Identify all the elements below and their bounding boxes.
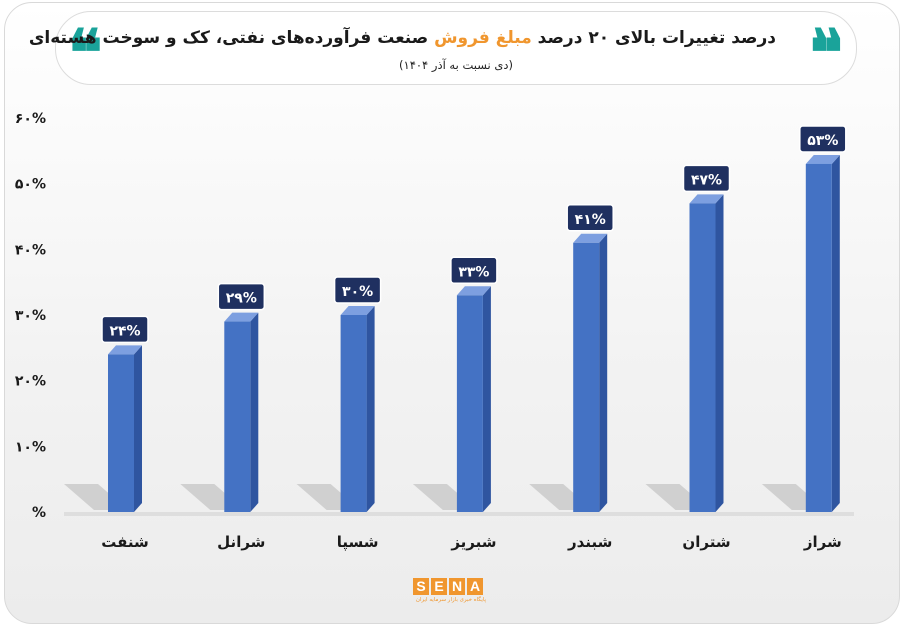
bar-top — [108, 345, 142, 355]
title-part-1: درصد تغییرات بالای ۲۰ درصد — [531, 28, 776, 48]
chart-frame: ❝ ❝ درصد تغییرات بالای ۲۰ درصد مبلغ فروش… — [4, 2, 900, 624]
category-label: شراز — [803, 533, 842, 551]
data-label-box — [682, 164, 731, 193]
bar — [108, 354, 134, 512]
y-tick-label: ۱۰% — [15, 439, 46, 455]
data-label-box — [450, 256, 498, 285]
category-label: شتران — [682, 533, 730, 551]
data-label: ۲۹% — [226, 291, 257, 307]
y-tick-label: ۳۰% — [15, 308, 46, 324]
bar — [224, 321, 251, 512]
category-label: شنفت — [101, 533, 149, 551]
bar-top — [805, 154, 840, 164]
data-label: ۲۴% — [109, 323, 140, 339]
sena-logo: S E N A پایگاه خبری بازار سرمایه ایران — [413, 578, 489, 610]
bar — [340, 315, 367, 512]
category-label: شبریز — [450, 533, 496, 551]
category-label: شبندر — [567, 533, 612, 551]
logo-tagline: پایگاه خبری بازار سرمایه ایران — [415, 597, 487, 603]
category-label: شرانل — [217, 533, 265, 551]
data-label-box — [566, 204, 614, 232]
data-label-box — [333, 276, 382, 304]
data-label: ۴۱% — [575, 212, 606, 228]
logo-letter: S — [413, 578, 429, 595]
bar-side — [134, 345, 142, 512]
chart-subtitle: (دی نسبت به آذر ۱۴۰۴) — [399, 58, 513, 72]
bar-top — [224, 312, 259, 322]
bar-top — [340, 306, 375, 315]
bar-side — [482, 286, 491, 512]
data-label: ۵۳% — [807, 133, 838, 149]
chart-floor — [64, 512, 854, 516]
y-tick-label: ۴۰% — [15, 242, 46, 258]
data-label: ۳۳% — [458, 264, 489, 280]
chart-title: درصد تغییرات بالای ۲۰ درصد مبلغ فروش صنع… — [29, 28, 776, 48]
bar — [456, 295, 483, 512]
y-tick-label: ۵۰% — [15, 177, 46, 193]
bar-side — [715, 194, 724, 512]
data-label: ۳۰% — [342, 284, 373, 300]
data-label: ۴۷% — [691, 172, 722, 188]
title-banner: ❝ ❝ درصد تغییرات بالای ۲۰ درصد مبلغ فروش… — [29, 11, 857, 91]
bar-side — [366, 306, 375, 512]
logo-letter: N — [449, 578, 465, 595]
open-quote-icon: ❝ — [68, 16, 103, 91]
category-label: شسپا — [337, 533, 379, 552]
y-tick-label: % — [32, 505, 46, 521]
bar — [689, 203, 716, 512]
y-tick-label: ۶۰% — [15, 111, 46, 127]
logo-letter: E — [431, 578, 447, 595]
bar-top — [689, 194, 724, 204]
data-label-box — [217, 282, 266, 311]
bar-top — [456, 286, 491, 296]
logo-letter: A — [467, 578, 483, 595]
title-highlight: مبلغ فروش — [434, 28, 532, 48]
bar-side — [831, 154, 840, 512]
data-label-box — [799, 125, 847, 153]
y-tick-label: ۲۰% — [15, 374, 46, 390]
bar-side — [599, 233, 608, 512]
title-part-2: صنعت فرآورده‌های نفتی، کک و سوخت هسته‌ای — [28, 28, 435, 48]
bar-top — [573, 233, 608, 243]
bar — [573, 242, 600, 512]
data-label-box — [101, 315, 149, 344]
bar-side — [250, 312, 259, 512]
bar — [805, 163, 832, 512]
